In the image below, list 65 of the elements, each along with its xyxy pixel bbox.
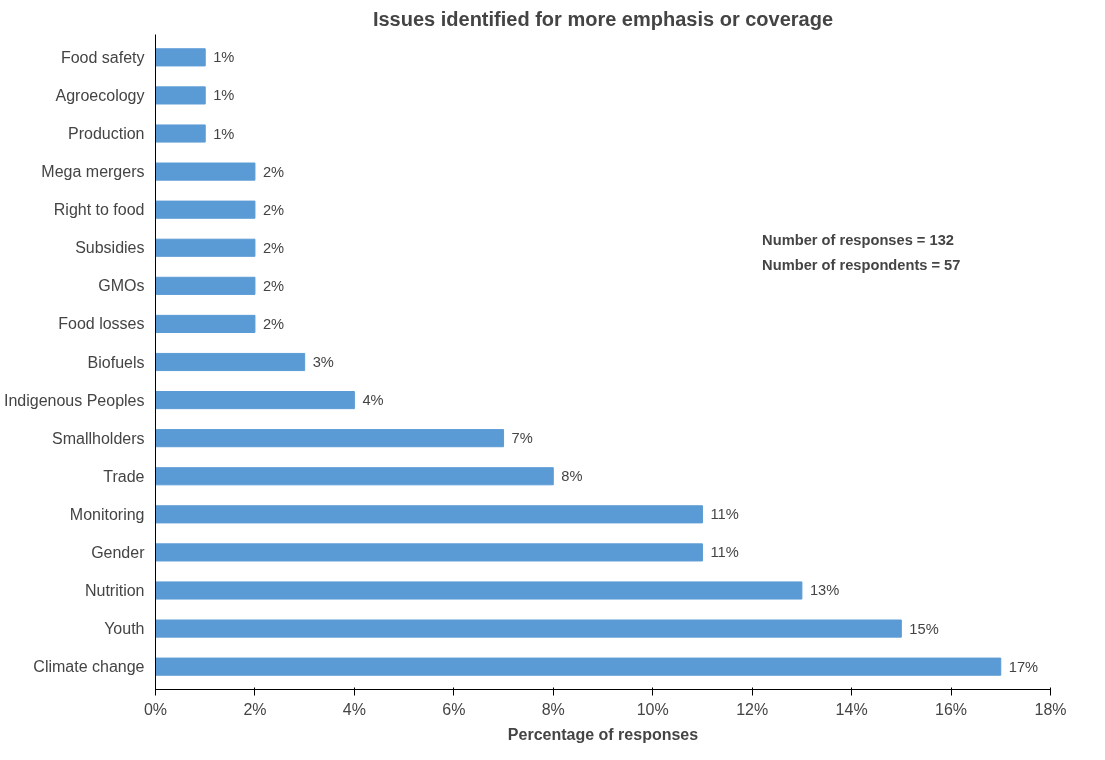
bar <box>155 543 703 562</box>
y-tick-label: Youth <box>104 620 145 638</box>
annotation: Number of respondents = 57 <box>762 256 961 273</box>
y-tick-label: Climate change <box>33 658 145 676</box>
y-tick-label: Nutrition <box>84 581 145 599</box>
y-tick-label: Smallholders <box>52 429 145 447</box>
x-tick-label: 0% <box>143 700 168 718</box>
data-label: 17% <box>1008 658 1039 675</box>
x-tick-label: 10% <box>636 700 669 718</box>
data-label: 1% <box>213 125 235 142</box>
x-axis-title: Percentage of responses <box>507 725 699 743</box>
data-label: 11% <box>710 544 739 561</box>
bar <box>155 276 256 295</box>
annotation: Number of responses = 132 <box>762 231 954 248</box>
data-label: 4% <box>362 392 384 409</box>
y-tick-label: GMOs <box>98 277 145 295</box>
data-label: 13% <box>809 582 840 599</box>
bar <box>155 200 256 219</box>
y-tick-label: Mega mergers <box>41 163 145 181</box>
bar <box>155 429 505 448</box>
data-label: 1% <box>213 49 235 66</box>
y-tick-label: Food safety <box>60 48 145 66</box>
data-label: 1% <box>213 87 235 104</box>
y-tick-label: Monitoring <box>69 505 145 523</box>
data-label: 7% <box>511 430 533 447</box>
x-tick-label: 6% <box>442 700 466 718</box>
bar <box>155 657 1002 676</box>
y-tick-label: Food losses <box>58 315 145 333</box>
bar <box>155 162 256 181</box>
bar <box>155 48 206 67</box>
data-label: 11% <box>710 506 739 523</box>
bar <box>155 467 554 486</box>
x-tick-label: 8% <box>541 700 565 718</box>
x-tick-label: 18% <box>1034 700 1067 718</box>
bar <box>155 581 803 600</box>
bar <box>155 314 256 333</box>
x-tick-label: 12% <box>736 700 769 718</box>
x-tick-label: 14% <box>835 700 868 718</box>
data-label: 2% <box>262 239 285 256</box>
data-label: 3% <box>312 354 334 370</box>
data-label: 2% <box>262 163 285 180</box>
bar <box>155 391 355 410</box>
bar <box>155 352 306 372</box>
bar <box>155 238 256 257</box>
y-tick-label: Indigenous Peoples <box>3 391 145 409</box>
bar <box>155 86 206 105</box>
bar <box>155 619 902 638</box>
y-tick-label: Agroecology <box>55 86 145 104</box>
x-tick-label: 2% <box>243 700 267 718</box>
y-tick-label: Gender <box>91 543 146 561</box>
data-label: 2% <box>262 277 285 294</box>
bar <box>155 505 703 524</box>
bar <box>155 124 206 143</box>
x-tick-label: 16% <box>935 700 968 718</box>
y-tick-label: Biofuels <box>87 353 145 371</box>
data-label: 15% <box>909 620 939 637</box>
data-label: 8% <box>561 468 583 485</box>
chart-title: Issues identified for more emphasis or coverage <box>372 7 834 30</box>
data-label: 2% <box>262 201 285 218</box>
y-tick-label: Trade <box>103 467 145 485</box>
y-tick-label: Production <box>68 125 145 143</box>
data-label: 2% <box>262 315 285 332</box>
y-tick-label: Subsidies <box>75 239 145 257</box>
x-tick-label: 4% <box>342 700 366 718</box>
y-tick-label: Right to food <box>53 201 145 219</box>
